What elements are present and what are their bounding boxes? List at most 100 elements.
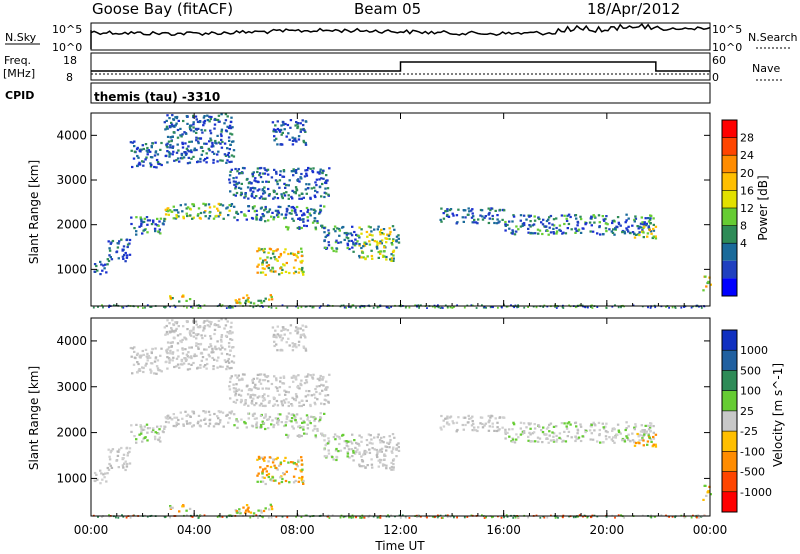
power-cell	[625, 221, 627, 223]
power-cell	[129, 239, 131, 241]
velocity-cell	[269, 400, 271, 402]
velocity-cell	[216, 360, 218, 362]
velocity-cell	[464, 424, 466, 426]
velocity-cell	[126, 463, 128, 465]
power-cell	[296, 127, 298, 129]
power-cell	[462, 216, 464, 218]
y-tick-label: 3000	[56, 173, 87, 187]
power-cell	[197, 128, 199, 130]
power-cell	[229, 148, 231, 150]
power-cell	[235, 195, 237, 197]
velocity-cell	[220, 411, 222, 413]
power-colorbar: 282420161284	[722, 120, 754, 296]
velocity-cell	[568, 431, 570, 433]
power-cell	[463, 221, 465, 223]
velocity-cell	[208, 411, 210, 413]
velocity-cell	[151, 362, 153, 364]
velocity-cell	[265, 413, 267, 415]
power-cell	[553, 218, 555, 220]
velocity-panel-frame	[91, 318, 710, 516]
power-cell	[575, 214, 577, 216]
velocity-cell	[238, 379, 240, 381]
power-cell	[344, 239, 346, 241]
power-cell	[652, 228, 654, 230]
power-cell	[368, 240, 370, 242]
velocity-cell	[195, 342, 197, 344]
power-cell	[226, 147, 228, 149]
velocity-cell	[133, 364, 135, 366]
power-cell	[379, 242, 381, 244]
power-cell	[446, 214, 448, 216]
velocity-cell	[246, 504, 248, 506]
power-cell	[300, 122, 302, 124]
velocity-cell	[566, 428, 568, 430]
power-cell	[316, 191, 318, 193]
velocity-cell	[284, 402, 286, 404]
velocity-cell	[482, 426, 484, 428]
velocity-cell	[235, 402, 237, 404]
power-cell	[295, 169, 297, 171]
velocity-cell	[240, 419, 242, 421]
power-cell	[177, 211, 179, 213]
velocity-cell	[294, 419, 296, 421]
velocity-cell	[210, 345, 212, 347]
power-cell	[672, 307, 674, 309]
velocity-cell	[443, 425, 445, 427]
velocity-cell	[313, 420, 315, 422]
power-cell	[306, 175, 308, 177]
power-cell	[122, 258, 124, 260]
velocity-cell	[260, 415, 262, 417]
power-cell	[251, 193, 253, 195]
velocity-cell	[335, 448, 337, 450]
velocity-ylabel: Slant Range [km]	[27, 366, 41, 470]
power-cell	[129, 254, 131, 256]
velocity-cell	[611, 430, 613, 432]
power-cell	[131, 150, 133, 152]
power-cell	[298, 138, 300, 140]
velocity-cell	[285, 421, 287, 423]
x-tick-label: 04:00	[177, 523, 212, 537]
power-cell	[312, 167, 314, 169]
power-cell	[301, 251, 303, 253]
velocity-cell	[127, 452, 129, 454]
power-cell	[295, 214, 297, 216]
velocity-cell	[365, 451, 367, 453]
velocity-cell	[221, 353, 223, 355]
power-cell	[392, 240, 394, 242]
colorbar-tick-label: 28	[740, 132, 754, 145]
power-cell	[440, 221, 442, 223]
velocity-cell	[235, 392, 237, 394]
velocity-cell	[504, 437, 506, 439]
power-cell	[268, 211, 270, 213]
velocity-cell	[320, 403, 322, 405]
velocity-cell	[210, 323, 212, 325]
velocity-cell	[391, 452, 393, 454]
power-cell	[195, 139, 197, 141]
power-cell	[561, 214, 563, 216]
velocity-cell	[218, 320, 220, 322]
velocity-cell	[238, 508, 240, 510]
power-cell	[216, 208, 218, 210]
power-cell	[181, 154, 183, 156]
power-cell	[168, 214, 170, 216]
velocity-cell	[344, 447, 346, 449]
velocity-cell	[284, 457, 286, 459]
power-cell	[377, 226, 379, 228]
power-cell	[245, 300, 247, 302]
power-cell	[398, 242, 400, 244]
velocity-cell	[282, 326, 284, 328]
velocity-cell	[347, 453, 349, 455]
power-cell	[377, 307, 379, 309]
velocity-cell	[221, 366, 223, 368]
power-cell	[386, 306, 388, 308]
velocity-cell	[545, 433, 547, 435]
power-cell	[185, 300, 187, 302]
velocity-cell	[371, 443, 373, 445]
power-cell	[173, 160, 175, 162]
velocity-cell	[232, 384, 234, 386]
power-cell	[196, 161, 198, 163]
velocity-cell	[355, 451, 357, 453]
power-cell	[237, 182, 239, 184]
power-cell	[383, 255, 385, 257]
velocity-cell	[177, 419, 179, 421]
